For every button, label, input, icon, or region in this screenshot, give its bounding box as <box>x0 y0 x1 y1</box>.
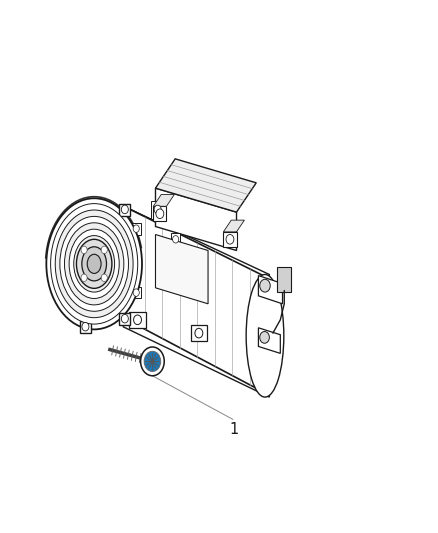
FancyBboxPatch shape <box>277 267 291 292</box>
Ellipse shape <box>55 210 133 318</box>
Ellipse shape <box>87 254 101 273</box>
Polygon shape <box>129 312 146 328</box>
Circle shape <box>134 315 141 325</box>
Circle shape <box>156 209 164 219</box>
Polygon shape <box>119 204 131 216</box>
Polygon shape <box>155 159 256 212</box>
Ellipse shape <box>69 229 119 298</box>
Polygon shape <box>258 328 280 353</box>
Ellipse shape <box>46 198 142 329</box>
Ellipse shape <box>82 247 106 281</box>
Ellipse shape <box>60 216 128 311</box>
Circle shape <box>133 225 139 232</box>
Polygon shape <box>124 206 269 397</box>
Circle shape <box>133 289 139 296</box>
Ellipse shape <box>77 239 112 288</box>
Polygon shape <box>223 232 237 247</box>
Polygon shape <box>155 188 237 251</box>
Ellipse shape <box>51 204 138 324</box>
Polygon shape <box>153 206 166 221</box>
Polygon shape <box>80 321 91 333</box>
Circle shape <box>173 236 179 243</box>
Circle shape <box>101 246 107 254</box>
Polygon shape <box>171 233 180 245</box>
Ellipse shape <box>74 236 115 292</box>
Circle shape <box>141 347 164 376</box>
Polygon shape <box>155 235 208 304</box>
Circle shape <box>101 274 107 281</box>
Polygon shape <box>223 220 244 232</box>
Polygon shape <box>127 208 267 394</box>
Circle shape <box>226 235 234 244</box>
Circle shape <box>260 279 270 292</box>
Circle shape <box>144 351 161 372</box>
Circle shape <box>260 332 269 343</box>
Circle shape <box>154 205 161 214</box>
Polygon shape <box>191 325 207 341</box>
Text: 1: 1 <box>230 422 239 437</box>
Circle shape <box>121 314 128 323</box>
Circle shape <box>81 274 87 281</box>
Circle shape <box>82 322 89 331</box>
Circle shape <box>195 328 203 338</box>
Polygon shape <box>151 201 164 219</box>
Polygon shape <box>153 195 174 206</box>
Polygon shape <box>119 313 131 325</box>
Polygon shape <box>258 276 283 304</box>
Circle shape <box>81 246 87 254</box>
Circle shape <box>121 205 128 214</box>
Polygon shape <box>131 223 141 235</box>
Ellipse shape <box>64 223 124 305</box>
Ellipse shape <box>246 274 284 397</box>
Polygon shape <box>131 287 141 298</box>
